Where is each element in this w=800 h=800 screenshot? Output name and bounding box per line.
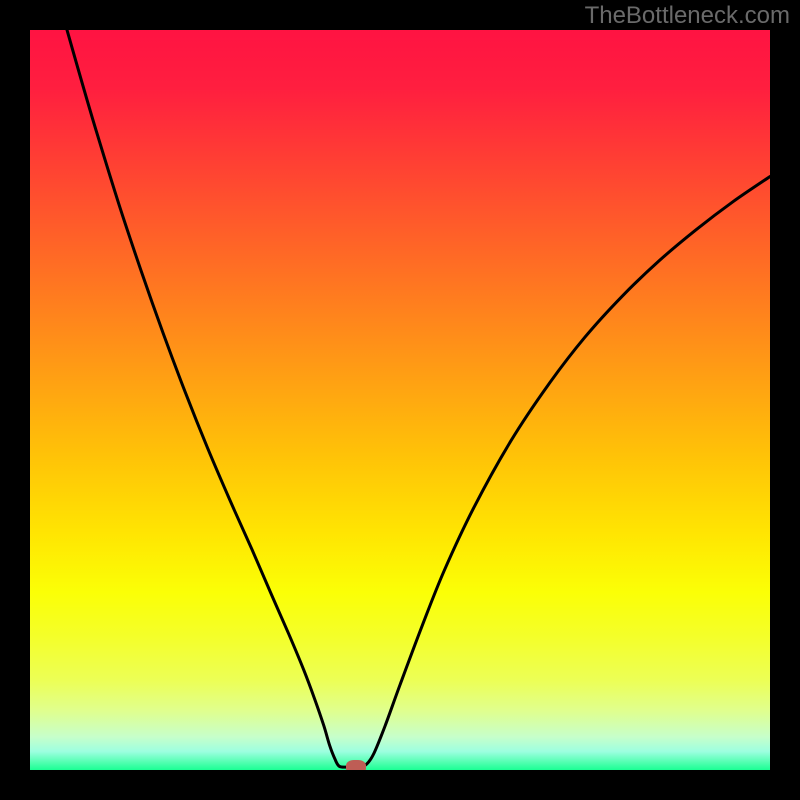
watermark-text: TheBottleneck.com [585,2,790,30]
curve-path [67,30,770,767]
bottleneck-curve [30,30,770,770]
plot-area [30,30,770,770]
optimal-point-marker [346,760,366,770]
chart-container: TheBottleneck.com [0,0,800,800]
